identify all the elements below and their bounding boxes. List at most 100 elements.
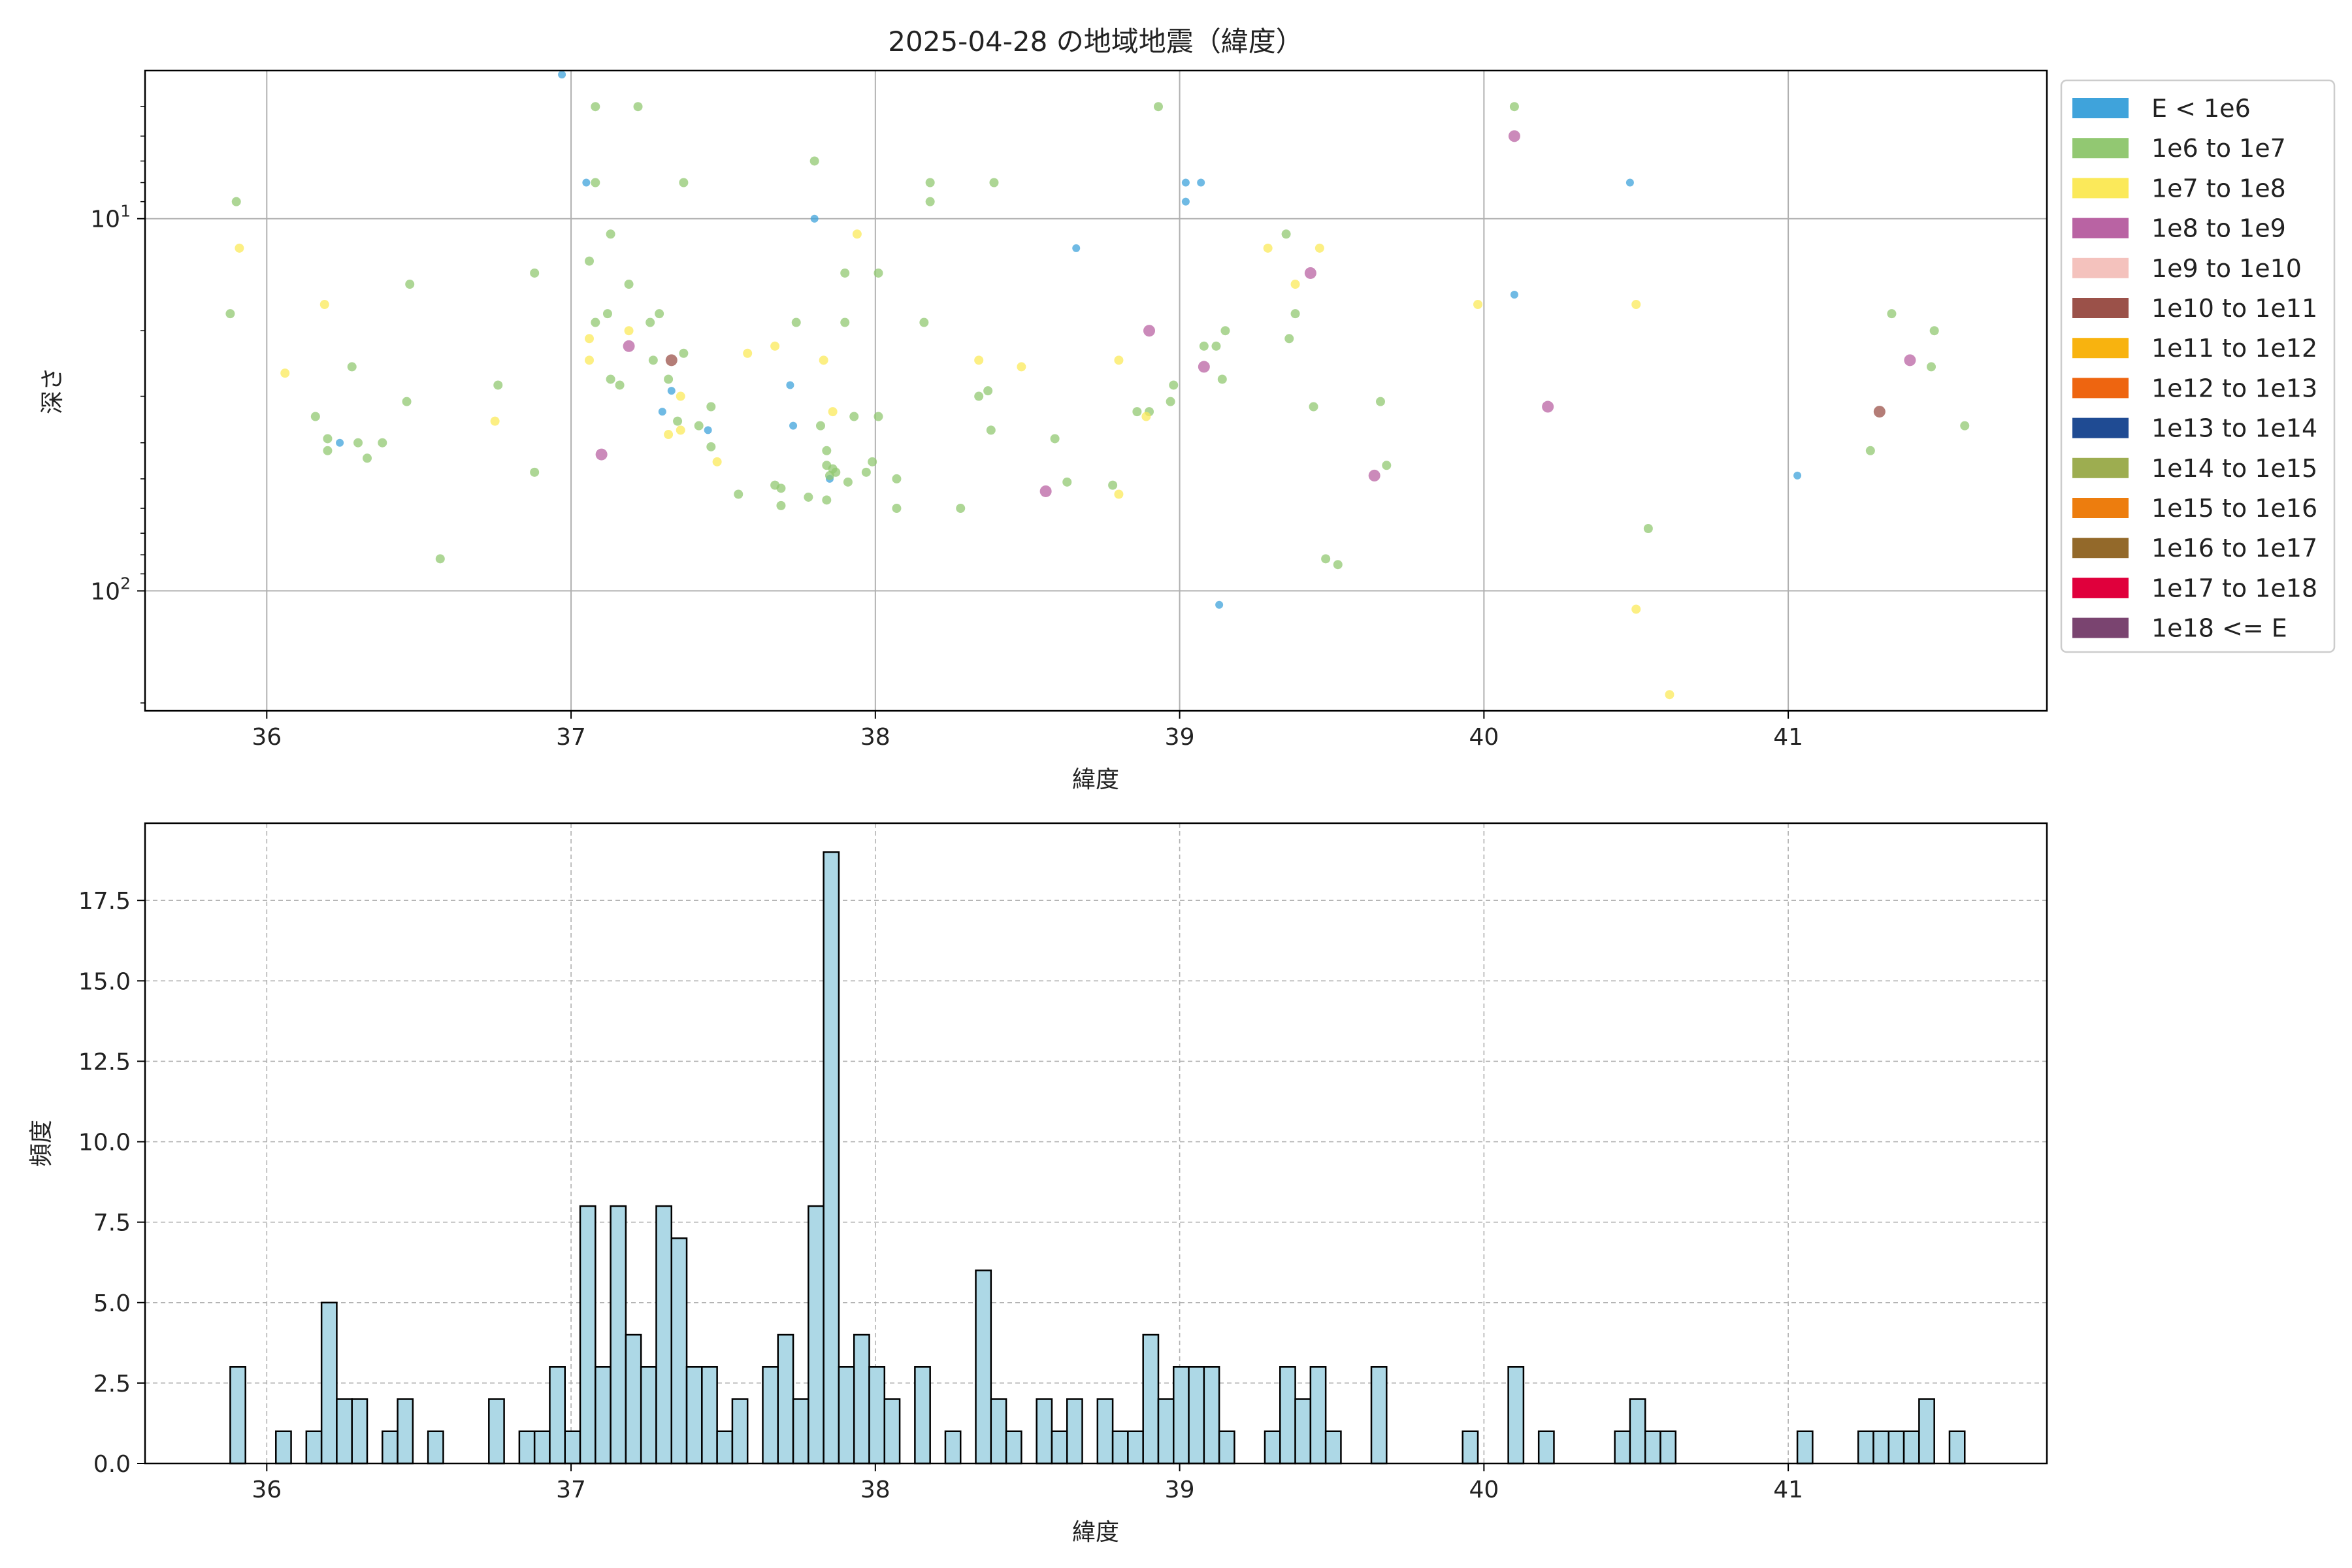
scatter-point (585, 334, 595, 344)
histogram-bars (229, 851, 1966, 1465)
scatter-point (353, 438, 363, 448)
scatter-point (585, 256, 595, 266)
histogram-y-tick-label: 10.0 (78, 1130, 131, 1156)
histogram-bar (1644, 1430, 1661, 1465)
scatter-point (658, 408, 666, 416)
scatter-point (810, 214, 819, 223)
scatter-point (493, 380, 503, 390)
histogram-bar (1537, 1430, 1555, 1465)
scatter-point (1263, 243, 1273, 253)
histogram-bar (1036, 1398, 1053, 1465)
scatter-point (1108, 480, 1118, 490)
histogram-bar (488, 1398, 505, 1465)
scatter-point (1143, 325, 1156, 337)
histogram-bar (1173, 1366, 1190, 1465)
scatter-point (1368, 469, 1380, 482)
scatter-plot-frame (144, 69, 2048, 712)
scatter-point (831, 467, 841, 477)
histogram-plot-frame (144, 822, 2048, 1465)
histogram-y-tick-label: 7.5 (93, 1210, 131, 1237)
scatter-x-ticks: 36 37 38 39 40 41 (252, 711, 1803, 751)
histogram-x-tick-label: 37 (556, 1477, 586, 1503)
scatter-point (1321, 554, 1331, 564)
scatter-x-tick-label: 38 (860, 724, 890, 751)
scatter-point (624, 326, 634, 336)
histogram-bar (1629, 1398, 1646, 1465)
legend-swatch (2072, 218, 2129, 238)
histogram-bar (518, 1430, 536, 1465)
histogram-bar (549, 1366, 566, 1465)
scatter-point (664, 430, 674, 440)
legend-label: 1e16 to 1e17 (2151, 534, 2317, 563)
scatter-title: 2025-04-28 の地域地震（緯度） (888, 25, 1303, 57)
histogram-bar (610, 1205, 627, 1465)
scatter-point (378, 438, 387, 448)
scatter-y-ticks: 101 102 (90, 106, 145, 704)
histogram-x-axis-title: 緯度 (1072, 1519, 1119, 1546)
legend-label: 1e17 to 1e18 (2151, 574, 2317, 602)
histogram-bar (914, 1366, 931, 1465)
legend-items: E < 1e6 1e6 to 1e7 1e7 to 1e8 1e8 to 1e9 1e9… (2072, 94, 2317, 643)
scatter-point (1220, 326, 1230, 336)
histogram-bar (975, 1269, 992, 1465)
legend-label: 1e9 to 1e10 (2151, 254, 2302, 283)
histogram-bar (1127, 1430, 1144, 1465)
scatter-point (776, 483, 786, 493)
scatter-point (1904, 354, 1916, 367)
histogram-bar (351, 1398, 368, 1465)
scatter-point (706, 442, 716, 451)
histogram-bar (1796, 1430, 1814, 1465)
histogram-bar (990, 1398, 1007, 1465)
histogram-bar (701, 1366, 718, 1465)
scatter-point (235, 243, 244, 253)
scatter-point (1793, 471, 1802, 480)
histogram-bar (1111, 1430, 1129, 1465)
scatter-point (1309, 402, 1318, 412)
histogram-bar (625, 1333, 642, 1465)
histogram-y-tick-label: 5.0 (93, 1290, 131, 1317)
scatter-point (582, 178, 591, 187)
scatter-point (1643, 524, 1653, 534)
scatter-point (840, 268, 850, 278)
scatter-point (706, 402, 716, 412)
histogram-bar (1324, 1430, 1342, 1465)
scatter-point (1510, 291, 1518, 299)
scatter-point (679, 348, 689, 358)
scatter-x-tick-label: 39 (1165, 724, 1195, 751)
scatter-point (1153, 102, 1163, 112)
scatter-x-tick-label: 41 (1773, 724, 1803, 751)
scatter-point (1290, 309, 1300, 319)
scatter-point (595, 448, 608, 461)
scatter-points (225, 71, 1970, 700)
scatter-point (1375, 397, 1385, 406)
scatter-point (310, 412, 320, 421)
histogram-bar (670, 1237, 688, 1465)
scatter-point (1050, 434, 1060, 444)
histogram-bar (1857, 1430, 1874, 1465)
scatter-point (925, 178, 935, 188)
histogram-y-tick-label: 12.5 (78, 1049, 131, 1075)
scatter-point (1929, 326, 1939, 336)
histogram-bar (823, 851, 840, 1465)
scatter-point (1665, 690, 1674, 700)
scatter-point (645, 318, 655, 327)
scatter-point (606, 229, 615, 239)
scatter-point (655, 309, 664, 319)
histogram-bar (655, 1205, 673, 1465)
scatter-point (919, 318, 929, 327)
histogram-bar (808, 1205, 825, 1465)
scatter-point (1542, 400, 1554, 413)
scatter-point (849, 412, 859, 421)
scatter-gridlines (145, 71, 2047, 711)
legend-label: 1e7 to 1e8 (2151, 174, 2286, 203)
histogram-bar (716, 1430, 734, 1465)
scatter-x-axis-title: 緯度 (1072, 766, 1119, 793)
scatter-x-tick-label: 36 (252, 724, 282, 751)
histogram-bar (564, 1430, 581, 1465)
scatter-point (694, 421, 704, 431)
scatter-point (231, 197, 241, 206)
scatter-point (974, 391, 984, 401)
scatter-point (974, 355, 984, 365)
scatter-point (1141, 412, 1151, 421)
histogram-bar (595, 1366, 612, 1465)
